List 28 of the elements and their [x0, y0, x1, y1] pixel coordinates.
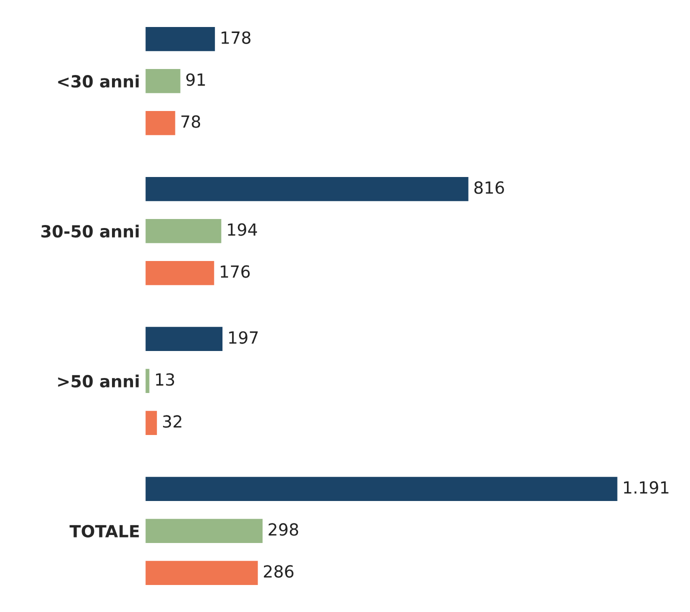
data-label: 176	[220, 265, 250, 278]
bar	[144, 26, 216, 53]
data-label: 91	[186, 73, 205, 86]
data-label: 78	[181, 115, 200, 128]
bar	[144, 260, 216, 286]
bar	[144, 368, 151, 394]
data-label: 286	[264, 565, 294, 578]
data-label: 194	[228, 223, 258, 236]
bar	[144, 110, 177, 137]
y-tick-label: <30 anni	[58, 74, 139, 88]
y-tick-label: >50 anni	[58, 374, 139, 388]
bar	[144, 326, 224, 352]
bar	[144, 218, 223, 244]
bar	[144, 559, 260, 586]
data-label: 816	[474, 181, 504, 194]
data-label: 197	[229, 331, 258, 344]
data-label: 13	[156, 373, 174, 386]
data-label: 298	[268, 523, 298, 536]
data-label: 32	[163, 415, 182, 428]
bar	[144, 410, 158, 436]
y-tick-label: 30-50 anni	[41, 224, 139, 238]
bar	[144, 176, 470, 202]
y-tick-label: TOTALE	[70, 524, 139, 538]
data-label: 178	[222, 31, 250, 44]
bar	[144, 68, 182, 95]
data-label: 1.191	[624, 481, 668, 494]
bar	[144, 517, 264, 544]
bar	[144, 475, 619, 502]
